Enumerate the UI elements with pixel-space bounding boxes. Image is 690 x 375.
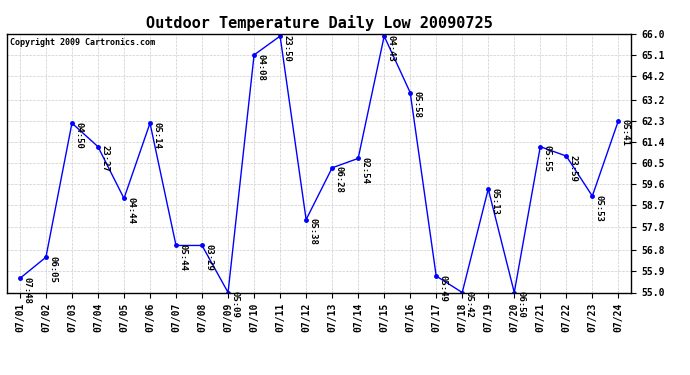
Text: 05:44: 05:44 [179, 244, 188, 271]
Text: 04:43: 04:43 [386, 35, 395, 62]
Text: 02:54: 02:54 [361, 157, 370, 184]
Text: 07:48: 07:48 [22, 277, 31, 304]
Text: 05:13: 05:13 [491, 188, 500, 214]
Text: 23:27: 23:27 [101, 145, 110, 172]
Text: 05:42: 05:42 [464, 291, 473, 318]
Text: 05:14: 05:14 [152, 122, 161, 148]
Text: 05:58: 05:58 [413, 91, 422, 118]
Text: Copyright 2009 Cartronics.com: Copyright 2009 Cartronics.com [10, 38, 155, 46]
Text: 23:50: 23:50 [282, 35, 292, 62]
Text: 05:09: 05:09 [230, 291, 239, 318]
Text: 06:05: 06:05 [48, 256, 57, 283]
Text: 05:41: 05:41 [621, 119, 630, 146]
Text: 06:50: 06:50 [517, 291, 526, 318]
Text: 04:44: 04:44 [126, 197, 135, 224]
Text: 03:29: 03:29 [204, 244, 213, 271]
Text: 05:53: 05:53 [595, 195, 604, 222]
Text: 06:28: 06:28 [335, 166, 344, 194]
Text: 05:38: 05:38 [308, 218, 317, 245]
Text: 04:50: 04:50 [75, 122, 83, 148]
Text: 23:59: 23:59 [569, 154, 578, 182]
Title: Outdoor Temperature Daily Low 20090725: Outdoor Temperature Daily Low 20090725 [146, 15, 493, 31]
Text: 05:49: 05:49 [439, 274, 448, 302]
Text: 05:55: 05:55 [543, 145, 552, 172]
Text: 04:08: 04:08 [257, 54, 266, 80]
